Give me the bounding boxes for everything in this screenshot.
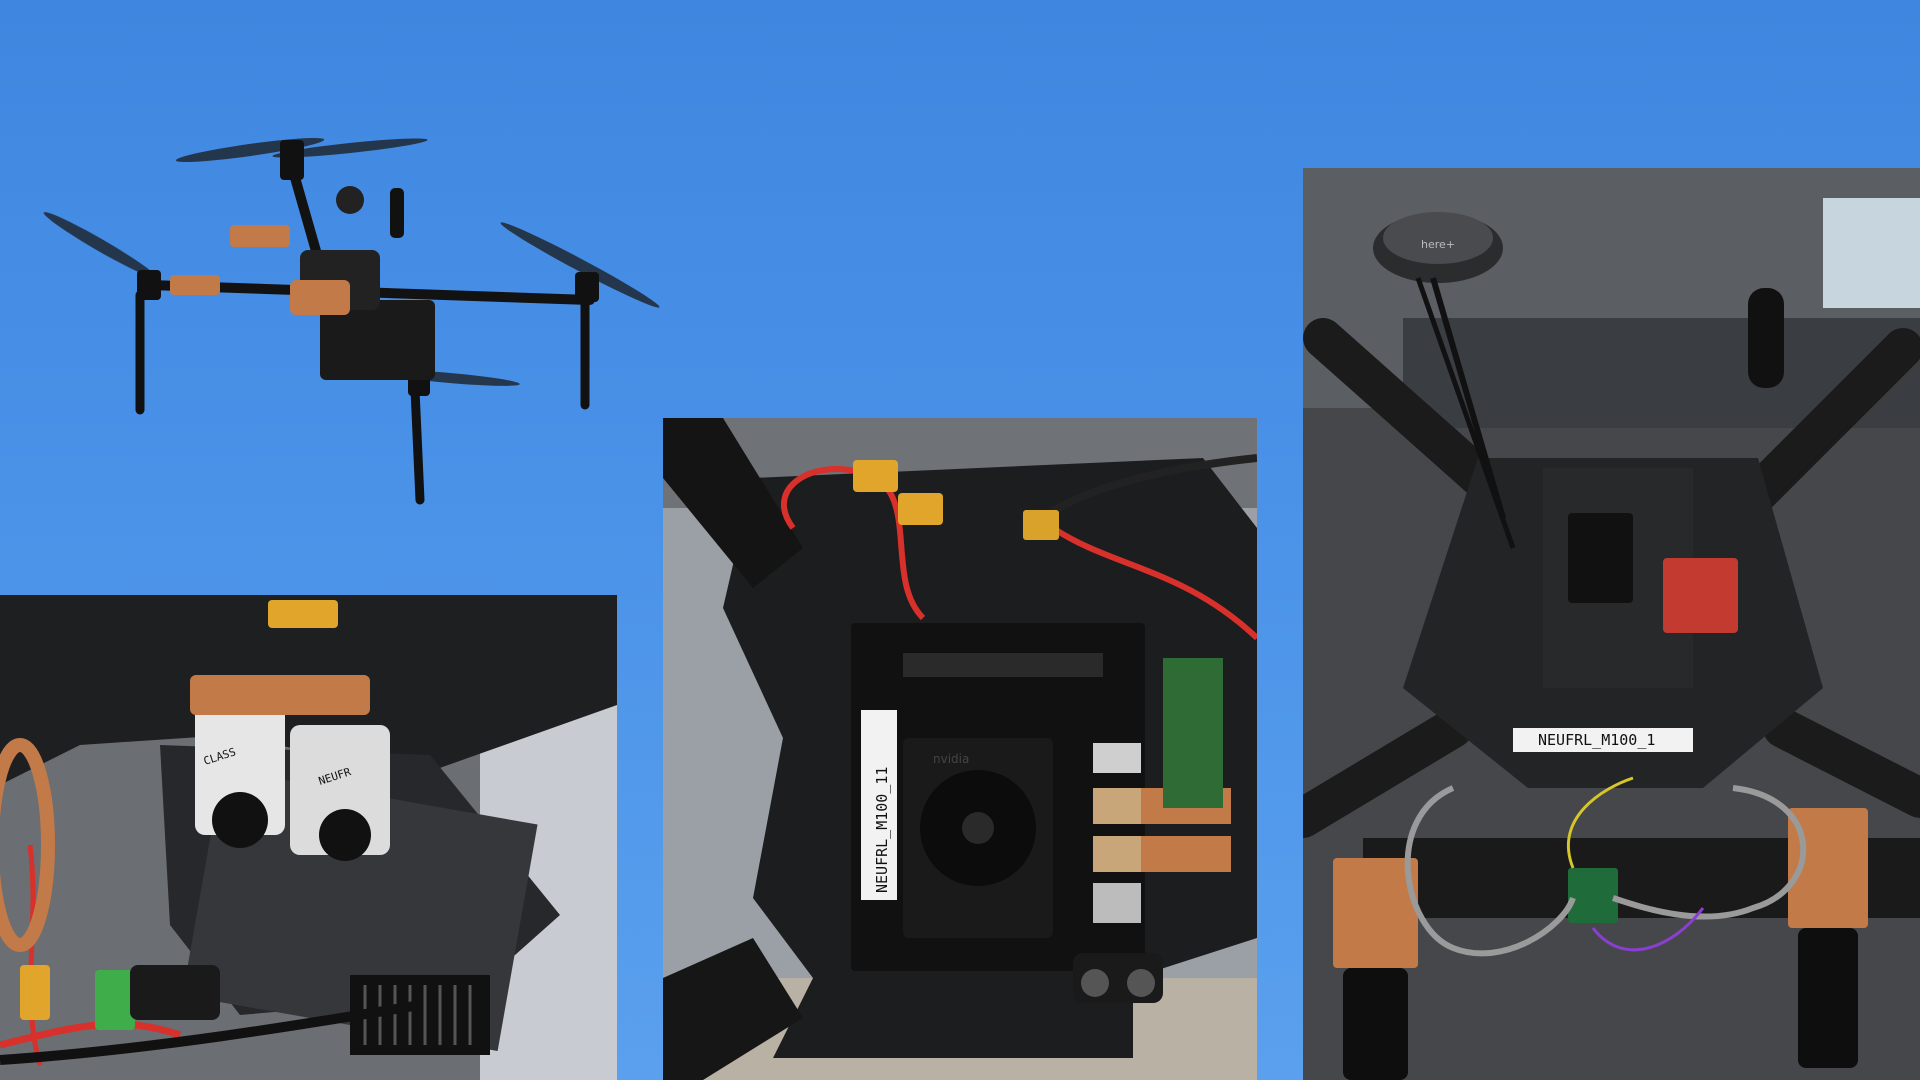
compute-board-label: NEUFRL_M100_11: [873, 767, 891, 893]
sensor-closeup-photo: CLASS NEUFR: [0, 595, 617, 1080]
compute-board-photo: NEUFRL_M100_11 nvidia: [663, 418, 1257, 1080]
nvidia-logo-text: nvidia: [933, 752, 969, 766]
gps-brand-text: here+: [1421, 238, 1455, 251]
top-view-board-label: NEUFRL_M100_1: [1538, 731, 1655, 749]
top-view-photo: here+ NEUFRL_M100_1: [1303, 168, 1920, 1080]
drone-flight-photo: [0, 0, 700, 520]
drone-illustration: [43, 137, 660, 505]
